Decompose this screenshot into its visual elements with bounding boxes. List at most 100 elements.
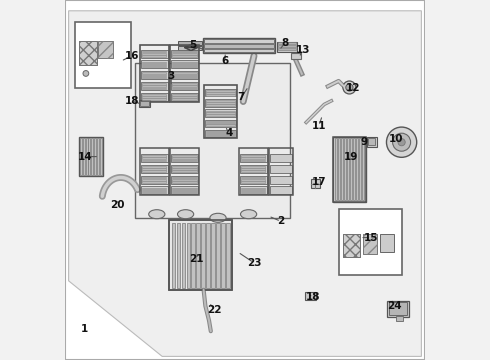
Ellipse shape [177,210,194,219]
Bar [172,83,197,85]
Bar [205,120,236,127]
Bar [205,109,236,117]
Text: 23: 23 [247,258,261,268]
Circle shape [398,139,405,146]
Bar [206,100,235,102]
Bar [142,192,166,193]
Bar [206,122,235,124]
Bar [141,176,168,184]
Ellipse shape [210,213,226,222]
Bar [142,72,166,74]
Bar [241,192,265,193]
Bar [172,85,197,87]
Bar [172,223,175,288]
Bar [205,89,236,96]
Bar [172,51,197,52]
Bar [172,75,197,76]
Bar [182,223,185,288]
Circle shape [83,71,89,76]
Bar [362,138,364,200]
Ellipse shape [148,210,165,219]
Bar [170,220,232,290]
Bar [239,148,268,195]
Bar [240,186,267,194]
Bar [178,46,202,50]
Bar [79,41,97,65]
Text: 11: 11 [312,121,326,131]
Bar [142,159,166,161]
Bar [221,223,224,288]
Bar [206,125,235,126]
Bar [80,138,82,175]
Bar [387,301,409,317]
Bar [98,41,113,58]
Bar [226,223,230,288]
Bar [270,165,292,173]
Text: 2: 2 [277,216,285,226]
Bar [241,188,265,189]
Bar [241,157,265,159]
Bar [368,138,375,145]
Text: 18: 18 [124,96,139,106]
Bar [339,209,402,275]
Bar [206,102,235,104]
Bar [171,60,198,68]
Bar [206,112,235,114]
Bar [142,98,166,100]
Text: 18: 18 [306,292,320,302]
Bar [172,155,197,157]
Bar [363,234,377,254]
Bar [206,223,210,288]
Bar [142,179,166,180]
Bar [240,176,267,184]
Bar [206,104,235,105]
Bar [172,159,197,161]
Bar [142,53,166,54]
Bar [341,138,343,200]
Bar [241,177,265,178]
Bar [172,98,197,100]
Text: 5: 5 [189,40,196,50]
Bar [141,186,168,194]
Bar [142,170,166,172]
Text: 7: 7 [238,92,245,102]
Bar [142,66,166,67]
Bar [140,148,169,195]
Bar [396,316,403,321]
Bar [172,168,197,170]
Bar [205,99,236,107]
Bar [277,42,297,52]
Bar [196,223,200,288]
Bar [91,138,93,175]
Text: 22: 22 [207,305,221,315]
Bar [350,138,352,200]
Bar [206,132,235,134]
Bar [204,39,274,43]
Bar [141,82,168,90]
Bar [142,64,166,65]
Bar [172,66,197,67]
Bar [389,302,407,315]
Bar [142,157,166,159]
Bar [142,83,166,85]
Bar [142,75,166,76]
Bar [343,234,360,257]
Bar [206,92,235,94]
Bar [142,177,166,178]
Circle shape [387,127,416,157]
Polygon shape [69,11,421,356]
Bar [172,181,197,183]
Text: 12: 12 [346,83,360,93]
Bar [140,101,148,106]
Bar [187,223,190,288]
Bar [363,234,377,254]
Bar [171,148,199,195]
Bar [88,138,90,175]
Bar [171,45,199,102]
Bar [241,190,265,191]
Bar [142,55,166,57]
Bar [172,188,197,189]
Bar [178,41,202,45]
Bar [140,45,169,102]
Text: 17: 17 [312,177,326,187]
